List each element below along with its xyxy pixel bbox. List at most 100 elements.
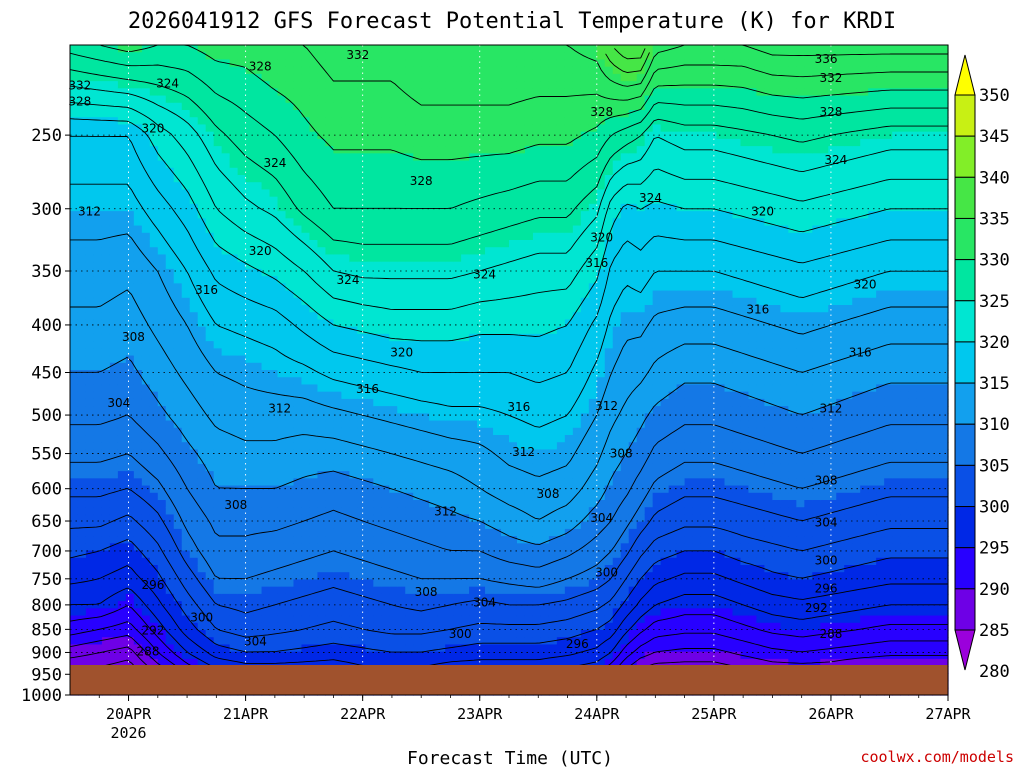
field-cell — [389, 153, 398, 162]
field-cell — [221, 507, 231, 516]
field-cell — [125, 66, 135, 75]
field-cell — [357, 435, 366, 443]
field-cell — [397, 485, 406, 494]
field-cell — [413, 81, 422, 89]
field-cell — [301, 406, 311, 414]
field-cell — [269, 644, 279, 653]
field-cell — [333, 45, 342, 53]
field-cell — [125, 312, 135, 321]
field-cell — [77, 550, 87, 559]
field-cell — [133, 146, 143, 154]
field-cell — [509, 261, 518, 270]
field-cell — [229, 88, 239, 97]
field-cell — [245, 658, 255, 667]
field-cell — [173, 117, 183, 126]
field-cell — [389, 442, 398, 451]
field-cell — [493, 110, 502, 118]
field-cell — [133, 593, 143, 602]
field-cell — [149, 189, 159, 198]
field-cell — [141, 586, 151, 595]
field-cell — [461, 630, 470, 638]
field-cell — [301, 312, 311, 321]
field-cell — [245, 492, 255, 501]
field-cell — [109, 283, 119, 292]
field-cell — [389, 146, 398, 154]
field-cell — [117, 196, 127, 205]
field-cell — [277, 117, 287, 126]
field-cell — [229, 478, 239, 487]
field-cell — [333, 593, 342, 602]
field-cell — [349, 117, 358, 126]
field-cell — [285, 608, 295, 617]
field-cell — [365, 658, 374, 667]
field-cell — [381, 52, 390, 61]
field-cell — [197, 66, 207, 75]
field-cell — [293, 377, 303, 386]
field-cell — [429, 593, 438, 602]
field-cell — [493, 232, 502, 241]
field-cell — [421, 398, 430, 407]
field-cell — [77, 521, 87, 530]
field-cell — [285, 45, 295, 53]
field-cell — [381, 326, 390, 335]
field-cell — [405, 333, 414, 342]
field-cell — [245, 160, 255, 169]
field-cell — [445, 521, 454, 530]
field-cell — [365, 514, 374, 523]
field-cell — [125, 507, 135, 516]
field-cell — [333, 189, 342, 198]
field-cell — [277, 211, 287, 219]
field-cell — [453, 131, 462, 140]
field-cell — [237, 297, 247, 306]
field-cell — [309, 630, 319, 638]
field-cell — [93, 550, 103, 559]
field-cell — [477, 644, 486, 653]
field-cell — [405, 442, 414, 451]
field-cell — [341, 110, 350, 118]
field-cell — [333, 66, 342, 75]
field-cell — [317, 413, 327, 422]
field-cell — [341, 66, 350, 75]
field-cell — [205, 536, 215, 544]
field-cell — [85, 637, 95, 646]
field-cell — [213, 644, 223, 653]
field-cell — [293, 557, 303, 566]
field-cell — [165, 579, 175, 588]
field-cell — [269, 319, 279, 328]
field-cell — [405, 160, 414, 169]
field-cell — [445, 550, 454, 559]
field-cell — [70, 391, 79, 400]
field-cell — [389, 651, 398, 660]
field-cell — [501, 297, 510, 306]
field-cell — [453, 52, 462, 61]
field-cell — [453, 333, 462, 342]
field-cell — [437, 283, 446, 292]
field-cell — [181, 326, 191, 335]
field-cell — [309, 579, 319, 588]
field-cell — [381, 463, 390, 472]
field-cell — [445, 45, 454, 53]
field-cell — [189, 297, 199, 306]
field-cell — [389, 254, 398, 263]
field-cell — [341, 608, 350, 617]
field-cell — [141, 225, 151, 234]
field-cell — [277, 59, 287, 68]
field-cell — [197, 110, 207, 118]
field-cell — [453, 651, 462, 660]
field-cell — [381, 593, 390, 602]
field-cell — [341, 536, 350, 544]
field-cell — [485, 456, 494, 465]
field-cell — [365, 615, 374, 624]
field-cell — [261, 319, 271, 328]
field-cell — [485, 131, 494, 140]
field-cell — [269, 66, 279, 75]
field-cell — [253, 398, 263, 407]
field-cell — [213, 240, 223, 248]
field-cell — [117, 290, 127, 299]
field-cell — [357, 586, 366, 595]
field-cell — [357, 391, 366, 400]
field-cell — [485, 528, 494, 537]
field-cell — [381, 435, 390, 443]
field-cell — [141, 478, 151, 487]
field-cell — [133, 189, 143, 198]
